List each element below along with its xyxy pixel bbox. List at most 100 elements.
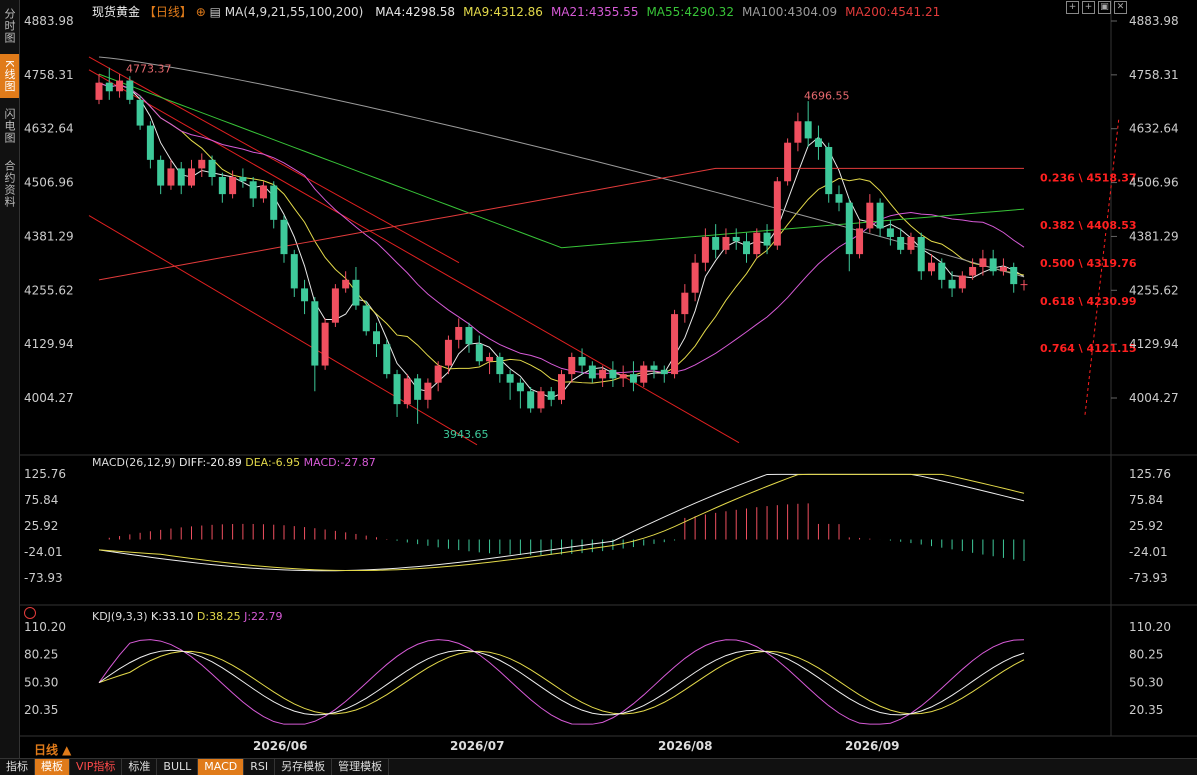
kdj-d: D:38.25 — [196, 610, 241, 623]
kdj-j: J:22.79 — [244, 610, 283, 623]
date-label: 2026/06 — [253, 739, 307, 753]
price-tick-right: 4129.94 — [1129, 337, 1179, 351]
price-tick-left: 4129.94 — [24, 337, 74, 351]
settings-icon[interactable]: ▣ — [1098, 1, 1111, 14]
toolbar-btn-2[interactable]: VIP指标 — [70, 759, 123, 775]
ma-value-5: MA200:4541.21 — [845, 5, 941, 19]
ma9-line — [98, 82, 1025, 384]
candle-body — [629, 374, 637, 383]
toolbar-btn-1[interactable]: 模板 — [35, 759, 70, 775]
price-tick-right: 4255.62 — [1129, 283, 1179, 297]
crosshair-icon[interactable]: + — [1066, 1, 1079, 14]
bottom-toolbar: 指标 模板 VIP指标 标准 BULL MACD RSI 另存模板 管理模板 — [0, 758, 1197, 775]
tab-contract-info[interactable]: 合约资料 — [3, 160, 16, 208]
macd-header: MACD(26,12,9) DIFF:-20.89 DEA:-6.95 MACD… — [92, 456, 376, 469]
price-tick-right: 4506.96 — [1129, 176, 1179, 190]
toolbar-btn-7[interactable]: 另存模板 — [275, 759, 333, 775]
candle-body — [1020, 284, 1028, 286]
candle-body — [126, 80, 134, 100]
ma200-line — [98, 167, 1024, 281]
candle-body — [938, 262, 946, 280]
toolbar-btn-8[interactable]: 管理模板 — [332, 759, 390, 775]
candle-body — [732, 236, 740, 242]
candle-body — [743, 241, 750, 255]
macd-diff-line — [98, 473, 1025, 572]
candle-body — [208, 159, 216, 177]
candle-body — [414, 378, 422, 400]
candle-body — [198, 159, 206, 169]
toolbar-btn-4[interactable]: BULL — [157, 759, 199, 775]
macd-tick-left: -24.01 — [24, 545, 63, 559]
zoom-icon[interactable]: + — [1082, 1, 1095, 14]
low-annotation: 3943.65 — [443, 428, 489, 441]
tab-kline[interactable]: K线图 — [0, 54, 19, 98]
candle-body — [188, 168, 195, 186]
high-annotation: 4773.37 — [126, 62, 172, 75]
toolbar-btn-3[interactable]: 标准 — [122, 759, 158, 775]
price-tick-right: 4758.31 — [1129, 68, 1179, 82]
ma4-line — [98, 82, 1025, 399]
candle-body — [712, 236, 720, 250]
candle-body — [825, 146, 833, 195]
candle-body — [835, 194, 843, 203]
candle-body — [547, 391, 555, 400]
candle-body — [259, 185, 267, 199]
toolbar-btn-0[interactable]: 指标 — [0, 759, 35, 775]
candle-body — [681, 292, 689, 315]
candle-body — [290, 254, 298, 289]
ma-value-0: MA4:4298.58 — [375, 5, 456, 19]
ma-value-2: MA21:4355.55 — [550, 5, 639, 19]
period-button[interactable]: 日线 ▲ — [34, 743, 72, 757]
candle-body — [588, 365, 596, 379]
price-tick-right: 4883.98 — [1129, 14, 1179, 28]
kdj-j-line — [98, 639, 1025, 725]
kdj-k: K:33.10 — [151, 610, 194, 623]
price-tick-right: 4381.29 — [1129, 229, 1179, 243]
ma-settings-icon[interactable]: ▤ — [209, 5, 221, 19]
candle-body — [301, 288, 309, 302]
macd-tick-left: 25.92 — [24, 519, 58, 533]
candle-body — [722, 236, 730, 250]
candle-body — [465, 326, 473, 345]
candle-body — [619, 374, 627, 379]
candle-body — [486, 356, 494, 362]
kdj-k-line — [98, 649, 1025, 716]
candle-body — [856, 228, 864, 255]
price-tick-left: 4758.31 — [24, 68, 74, 82]
candle-body — [146, 125, 154, 160]
price-tick-left: 4506.96 — [24, 176, 74, 190]
kdj-tick-right: 80.25 — [1129, 648, 1163, 662]
price-tick-left: 4255.62 — [24, 283, 74, 297]
ma-value-3: MA55:4290.32 — [646, 5, 734, 19]
kdj-d-line — [98, 650, 1025, 715]
kdj-indicator-icon[interactable] — [24, 607, 36, 619]
kdj-tick-right: 20.35 — [1129, 703, 1163, 717]
candle-body — [516, 382, 524, 392]
candle-body — [496, 356, 504, 375]
candle-body — [311, 301, 319, 366]
macd-tick-right: 125.76 — [1129, 467, 1171, 481]
candle-body — [897, 236, 905, 250]
channel-mid-line — [88, 56, 460, 264]
tab-timeshare[interactable]: 分时图 — [3, 8, 16, 44]
close-icon[interactable]: ✕ — [1114, 1, 1127, 14]
kdj-tick-right: 50.30 — [1129, 675, 1163, 689]
macd-tick-left: -73.93 — [24, 571, 63, 585]
macd-tick-right: 75.84 — [1129, 493, 1163, 507]
toolbar-btn-5[interactable]: MACD — [198, 759, 245, 775]
candle-body — [989, 258, 997, 272]
add-icon[interactable]: ⊕ — [195, 5, 206, 19]
kdj-tick-left: 110.20 — [24, 620, 66, 634]
macd-title: MACD(26,12,9) — [92, 456, 176, 469]
macd-tick-left: 125.76 — [24, 467, 66, 481]
candle-body — [568, 356, 576, 375]
candle-body — [239, 176, 247, 182]
toolbar-btn-6[interactable]: RSI — [244, 759, 276, 775]
chart-canvas[interactable]: 0.236 \ 4518.37 0.382 \ 4408.53 0.500 \ 43… — [19, 0, 1197, 758]
candle-body — [475, 344, 483, 362]
candle-body — [331, 288, 339, 323]
candle-body — [701, 236, 709, 263]
candle-body — [753, 232, 761, 255]
tab-flash[interactable]: 闪电图 — [3, 108, 16, 144]
candle-body — [773, 181, 781, 246]
